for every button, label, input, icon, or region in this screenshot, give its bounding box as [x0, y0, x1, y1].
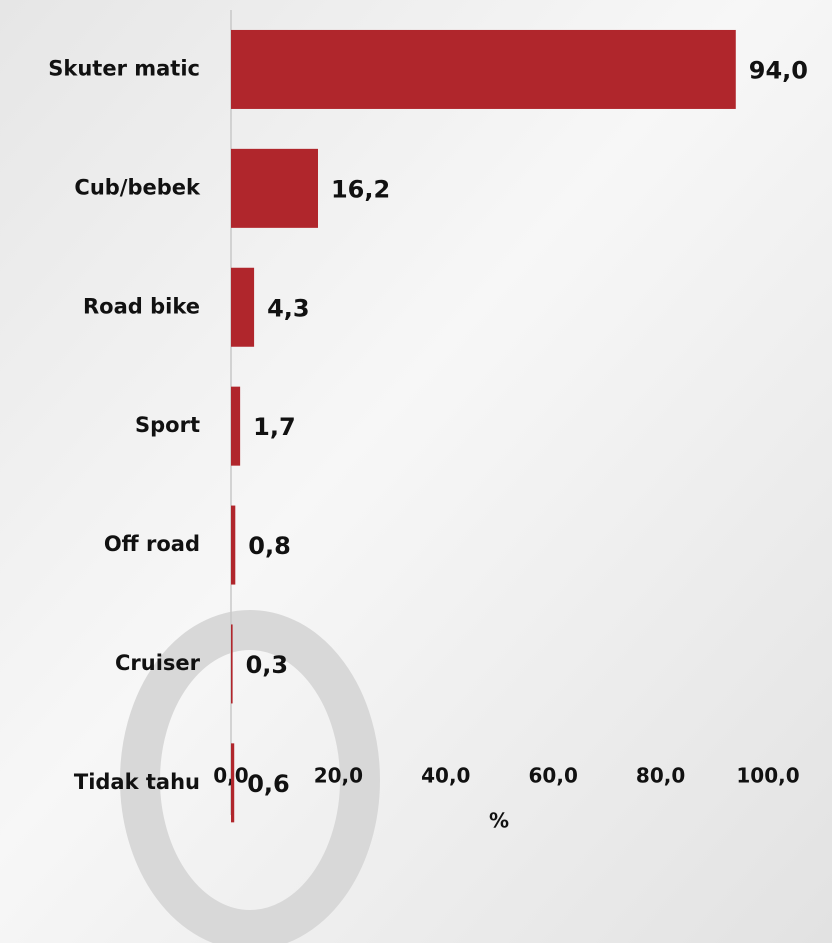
bar [231, 743, 234, 822]
x-axis-title: % [489, 809, 509, 833]
value-label: 0,3 [246, 651, 289, 679]
y-tick-label: Road bike [83, 294, 200, 318]
x-tick-label: 40,0 [421, 764, 470, 788]
y-tick-label: Cub/bebek [74, 175, 201, 199]
value-label: 0,6 [247, 770, 290, 798]
x-tick-label: 80,0 [636, 764, 685, 788]
y-tick-label: Tidak tahu [74, 770, 200, 794]
chart: % 0,020,040,060,080,0100,0Skuter matic94… [0, 0, 832, 943]
y-tick-label: Sport [135, 413, 200, 437]
page: {"chart_data": {"type": "bar", "orientat… [0, 0, 832, 943]
value-label: 1,7 [253, 413, 296, 441]
x-tick-label: 20,0 [314, 764, 363, 788]
y-tick-label: Cruiser [115, 651, 201, 675]
bar [231, 149, 318, 228]
value-label: 94,0 [749, 56, 808, 84]
x-tick-label: 60,0 [529, 764, 578, 788]
bar [231, 506, 235, 585]
y-tick-label: Skuter matic [48, 56, 200, 80]
x-tick-label: 100,0 [736, 764, 799, 788]
bar [231, 624, 233, 703]
bar [231, 30, 736, 109]
bar [231, 268, 254, 347]
value-label: 4,3 [267, 294, 310, 322]
value-label: 16,2 [331, 175, 390, 203]
bar [231, 387, 240, 466]
value-label: 0,8 [248, 532, 291, 560]
y-tick-label: Off road [104, 532, 200, 556]
